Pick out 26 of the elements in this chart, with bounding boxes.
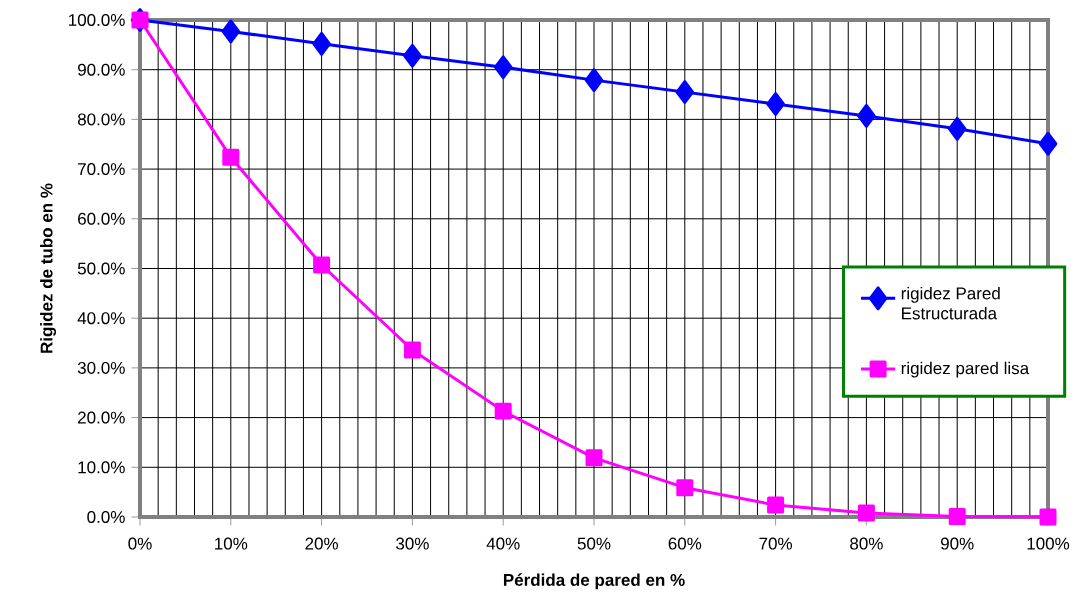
x-tick-label: 20% [305,537,339,550]
y-tick-label: 50.0% [77,262,125,275]
y-tick-label: 60.0% [78,212,125,225]
legend-label: rigidez Pared Estructurada [901,286,1000,320]
x-tick-label: 50% [577,537,611,550]
x-tick-label: 0% [128,537,152,550]
legend-label: rigidez pared lisa [901,361,1030,378]
y-tick-label: 0.0% [87,510,125,523]
y-tick-label: 20.0% [78,411,125,424]
y-tick-label: 90.0% [77,63,125,76]
y-tick-label: 80.0% [77,113,125,126]
x-tick-label: 40% [486,537,520,550]
x-tick-label: 60% [668,537,702,550]
y-tick-label: 30.0% [77,361,125,374]
y-axis-title: Rigidez de tubo en % [40,183,57,353]
x-axis-title: Pérdida de pared en % [503,573,685,590]
x-tick-label: 90% [940,537,974,550]
y-tick-label: 100.0% [69,13,125,26]
y-tick-label: 70.0% [78,163,125,176]
x-tick-label: 70% [759,537,793,550]
x-tick-label: 100% [1027,537,1070,550]
x-tick-label: 10% [215,537,248,550]
x-tick-label: 80% [850,537,883,550]
y-tick-label: 40.0% [77,312,125,325]
x-tick-label: 30% [396,537,429,550]
y-tick-label: 10.0% [78,461,125,474]
